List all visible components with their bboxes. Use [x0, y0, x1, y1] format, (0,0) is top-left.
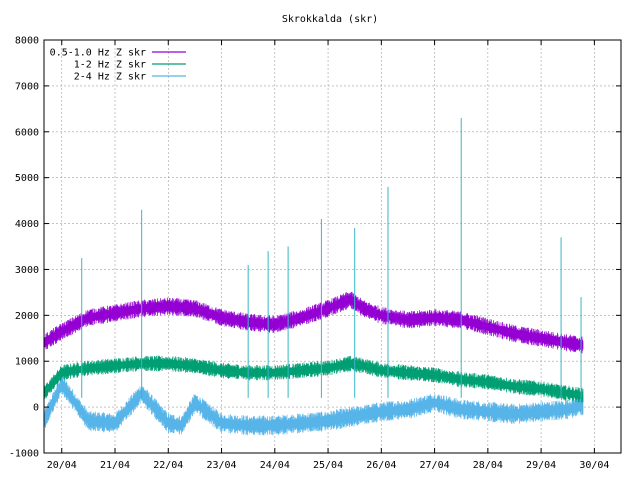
x-tick-label: 27/04 — [420, 460, 450, 471]
x-tick-label: 23/04 — [206, 460, 236, 471]
y-tick-label: 2000 — [15, 311, 39, 322]
series-lines — [43, 118, 584, 436]
y-tick-label: 3000 — [15, 265, 39, 276]
y-tick-label: 4000 — [15, 219, 39, 230]
chart-title: Skrokkalda (skr) — [282, 14, 378, 25]
x-tick-label: 28/04 — [473, 460, 503, 471]
series-1 — [43, 355, 584, 404]
x-tick-label: 26/04 — [366, 460, 396, 471]
series-trace — [43, 291, 584, 354]
spikes — [81, 118, 582, 398]
y-tick-label: 7000 — [15, 81, 39, 92]
x-tick-label: 30/04 — [579, 460, 609, 471]
y-tick-label: 5000 — [15, 173, 39, 184]
series-trace — [43, 374, 584, 436]
series-0 — [43, 291, 584, 354]
x-tick-label: 20/04 — [47, 460, 77, 471]
legend-label: 2-4 Hz Z skr — [74, 72, 146, 83]
legend-label: 0.5-1.0 Hz Z skr — [50, 48, 146, 59]
y-tick-label: 8000 — [15, 36, 39, 47]
y-tick-label: 1000 — [15, 357, 39, 368]
y-tick-label: -1000 — [9, 449, 39, 460]
y-axis: -1000 0 1000 2000 3000 4000 5000 6000 7000 8000 — [9, 36, 621, 460]
x-tick-label: 21/04 — [100, 460, 130, 471]
x-tick-label: 22/04 — [153, 460, 183, 471]
plot-frame — [43, 39, 622, 454]
x-tick-label: 29/04 — [526, 460, 556, 471]
x-tick-label: 25/04 — [313, 460, 343, 471]
series-trace — [43, 355, 584, 404]
y-tick-label: 6000 — [15, 127, 39, 138]
legend-label: 1-2 Hz Z skr — [74, 60, 146, 71]
x-axis: 20/04 21/04 22/04 23/04 24/04 25/04 26/04 27/04… — [47, 40, 609, 471]
y-tick-label: 0 — [33, 403, 39, 414]
x-tick-label: 24/04 — [260, 460, 290, 471]
